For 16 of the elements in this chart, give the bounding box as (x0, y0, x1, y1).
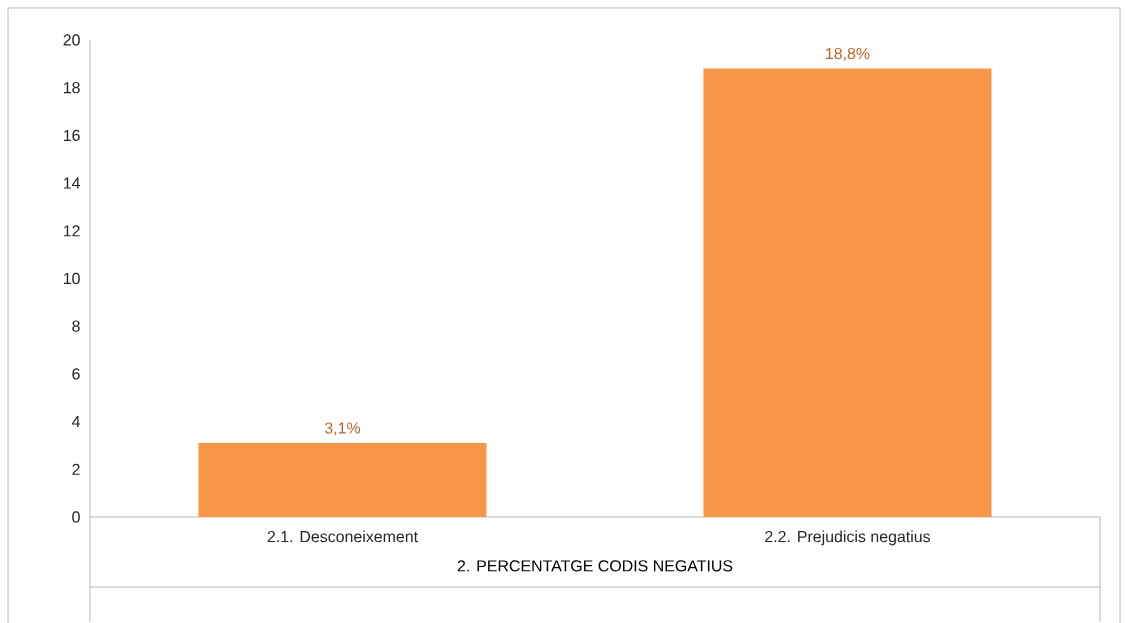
y-tick-label: 16 (63, 129, 80, 142)
y-tick-label: 20 (63, 34, 80, 46)
y-tick-label: 14 (63, 177, 80, 189)
y-tick-label: 0 (72, 511, 80, 523)
data-label: 3,1% (324, 422, 361, 436)
y-tick-label: 6 (72, 368, 80, 380)
x-tick-label: 2.2. Prejudicis negatius (765, 530, 931, 546)
y-tick-label: 12 (63, 225, 80, 237)
data-label: 18,8% (826, 47, 870, 62)
y-tick-label: 10 (63, 272, 80, 285)
y-tick-label: 4 (71, 416, 81, 428)
x-tick-label: 2.1. Desconeixement (267, 530, 418, 543)
y-tick-label: 2 (72, 463, 80, 475)
y-tick-label: 18 (63, 82, 80, 94)
x-axis-title: 2. PERCENTATGE CODIS NEGATIUS (457, 560, 733, 572)
y-tick-label: 8 (72, 320, 80, 332)
